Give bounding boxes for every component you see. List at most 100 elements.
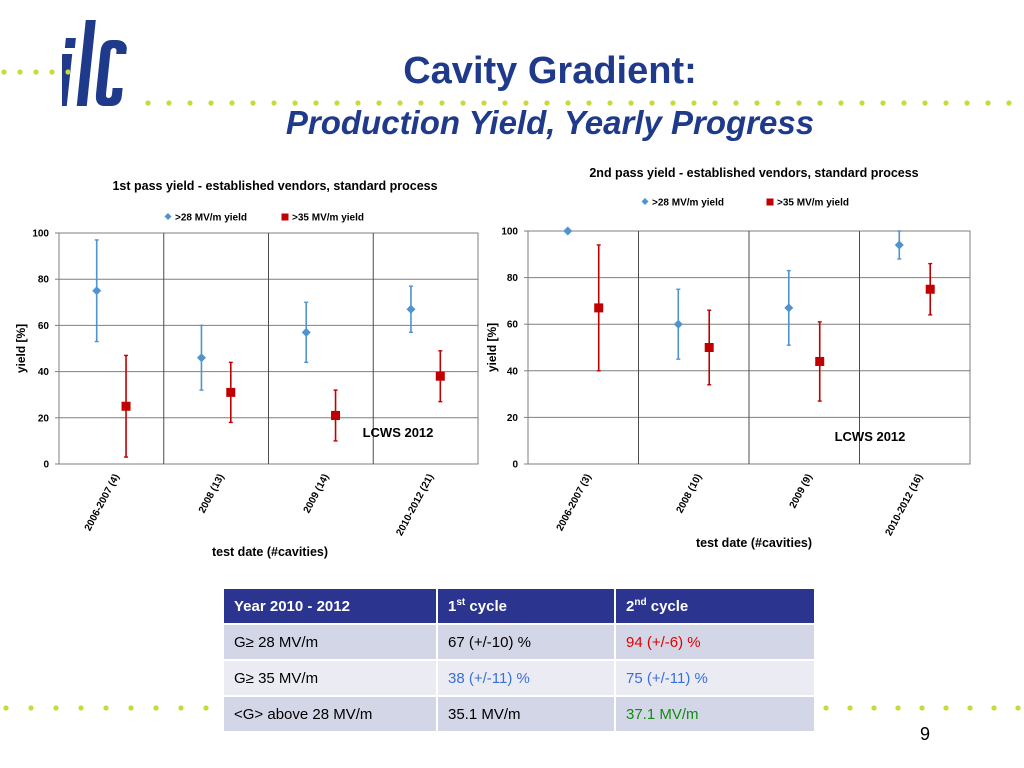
x-axis-label: test date (#cavities) [212, 545, 328, 559]
data-point-35 [925, 284, 935, 294]
y-tick-label: 0 [512, 460, 518, 471]
y-tick-label: 20 [38, 413, 50, 424]
x-tick-label: 2009 (14) [302, 472, 332, 515]
decorative-dot [943, 100, 949, 106]
y-tick-label: 60 [507, 320, 519, 331]
y-tick-label: 100 [501, 227, 518, 238]
data-point-28 [894, 240, 904, 250]
ilc-logo [62, 20, 127, 106]
decorative-dot [418, 100, 424, 106]
logo-l-stem [76, 20, 96, 106]
decorative-dot [229, 100, 235, 106]
decorative-dot [1006, 100, 1012, 106]
data-point-28 [563, 226, 573, 236]
row-cycle2: 75 (+/-11) % [615, 660, 816, 696]
decorative-dot [1015, 705, 1021, 711]
decorative-dot [649, 100, 655, 106]
table-row: G≥ 35 MV/m 38 (+/-11) % 75 (+/-11) % [224, 660, 816, 696]
data-point-35 [435, 371, 445, 381]
decorative-dot [460, 100, 466, 106]
decorative-dot [28, 705, 34, 711]
table-header-year: Year 2010 - 2012 [224, 589, 438, 624]
decorative-dot [943, 705, 949, 711]
decorative-dot [847, 705, 853, 711]
row-cycle1: 38 (+/-11) % [437, 660, 616, 696]
x-tick-label: 2008 (13) [197, 472, 227, 515]
table-row: G≥ 28 MV/m 67 (+/-10) % 94 (+/-6) % [224, 624, 816, 660]
y-tick-label: 20 [507, 413, 519, 424]
decorative-dot [53, 705, 59, 711]
dot-row-bottom-left [3, 705, 209, 711]
decorative-dot [985, 100, 991, 106]
table-header-row: Year 2010 - 2012 1st cycle 2nd cycle [224, 589, 816, 624]
decorative-dot [754, 100, 760, 106]
decorative-dot [481, 100, 487, 106]
data-point-35 [121, 401, 131, 411]
decorative-dot [376, 100, 382, 106]
logo-i-dot [64, 38, 76, 48]
data-point-35 [594, 303, 604, 313]
y-tick-label: 80 [507, 273, 519, 284]
decorative-dot [991, 705, 997, 711]
legend-marker-35 [281, 213, 289, 221]
slide-title: Cavity Gradient: [403, 50, 697, 92]
decorative-dot [901, 100, 907, 106]
header-cycle1-suffix: cycle [465, 598, 507, 615]
decorative-dot [128, 705, 134, 711]
row-label: G≥ 35 MV/m [224, 660, 438, 696]
decorative-dot [964, 100, 970, 106]
decorative-dot [1, 69, 7, 75]
decorative-dot [439, 100, 445, 106]
legend-marker-35 [766, 198, 774, 206]
data-point-35 [226, 387, 236, 397]
decorative-dot [3, 705, 9, 711]
decorative-dot [775, 100, 781, 106]
y-tick-label: 40 [38, 367, 50, 378]
row-label: <G> above 28 MV/m [224, 696, 438, 732]
decorative-dot [859, 100, 865, 106]
x-tick-label: 2010-2012 (21) [394, 472, 436, 538]
decorative-dot [166, 100, 172, 106]
decorative-dot [880, 100, 886, 106]
chart-title: 2nd pass yield - established vendors, st… [589, 166, 918, 180]
legend-label-35: >35 MV/m yield [777, 198, 849, 209]
decorative-dot [145, 100, 151, 106]
x-axis-label: test date (#cavities) [696, 536, 812, 550]
table-header-cycle1: 1st cycle [437, 589, 616, 624]
decorative-dot [922, 100, 928, 106]
row-cycle2: 37.1 MV/m [615, 696, 816, 732]
legend-label-35: >35 MV/m yield [292, 213, 364, 224]
data-point-35 [704, 343, 714, 352]
y-tick-label: 60 [38, 321, 50, 332]
chart-1st-pass-yield: 1st pass yield - established vendors, st… [14, 179, 479, 559]
decorative-dot [712, 100, 718, 106]
decorative-dot [565, 100, 571, 106]
chart-annotation: LCWS 2012 [363, 425, 434, 440]
decorative-dot [838, 100, 844, 106]
row-cycle1: 67 (+/-10) % [437, 624, 616, 660]
decorative-dot [586, 100, 592, 106]
y-axis-label: yield [%] [485, 323, 499, 372]
decorative-dot [817, 100, 823, 106]
data-point-28 [196, 353, 206, 363]
decorative-dot [334, 100, 340, 106]
decorative-dot [502, 100, 508, 106]
x-tick-label: 2006-2007 (3) [555, 472, 594, 533]
decorative-dot [187, 100, 193, 106]
header-cycle1-sup: st [456, 597, 466, 608]
header-cycle2-num: 2 [626, 598, 635, 615]
page-number: 9 [920, 724, 931, 744]
decorative-dot [271, 100, 277, 106]
data-point-28 [784, 303, 794, 313]
logo-c [95, 40, 127, 106]
x-tick-label: 2008 (10) [675, 472, 705, 515]
decorative-dot [871, 705, 877, 711]
data-point-28 [673, 319, 683, 329]
x-tick-label: 2010-2012 (16) [884, 472, 926, 538]
chart-annotation: LCWS 2012 [835, 429, 906, 444]
decorative-dot [153, 705, 159, 711]
decorative-dot [796, 100, 802, 106]
decorative-dot [313, 100, 319, 106]
decorative-dot [670, 100, 676, 106]
decorative-dot [17, 69, 23, 75]
